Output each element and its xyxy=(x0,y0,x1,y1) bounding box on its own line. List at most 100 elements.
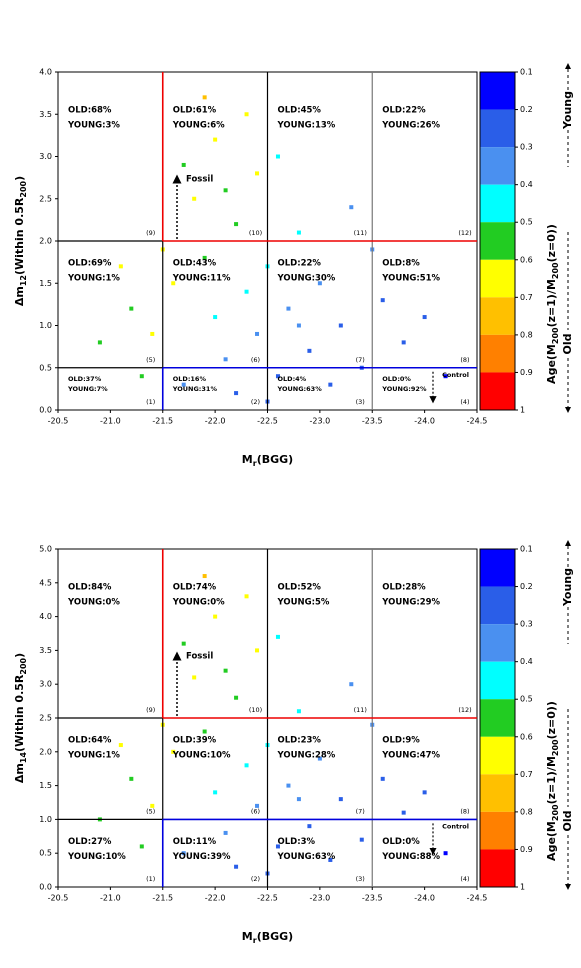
point xyxy=(328,382,333,387)
y-axis-label: Δm14(Within 0.5R200) xyxy=(13,653,28,783)
x-tick-label: -22.5 xyxy=(257,894,278,903)
colorbar-band xyxy=(480,72,515,110)
region-old: OLD:37% xyxy=(68,375,102,383)
point xyxy=(380,298,385,303)
x-axis-label-part: r xyxy=(253,459,257,468)
point xyxy=(223,668,228,673)
point xyxy=(244,289,249,294)
region-id: (5) xyxy=(146,807,155,815)
point xyxy=(443,851,448,856)
x-axis-label: Mr(BGG) xyxy=(242,930,293,945)
region-young: YOUNG:88% xyxy=(381,852,440,862)
point xyxy=(275,634,280,639)
point xyxy=(213,790,218,795)
y-axis-label-part: 200 xyxy=(19,180,28,197)
colorbar-tick-label: 0.1 xyxy=(520,545,533,554)
colorbar-tick-label: 0.2 xyxy=(520,582,533,591)
point xyxy=(422,790,427,795)
region-old: OLD:4% xyxy=(278,375,307,383)
point xyxy=(223,357,228,362)
point xyxy=(296,230,301,235)
colorbar-tick-label: 0.3 xyxy=(520,143,533,152)
colorbar-tick-label: 1 xyxy=(520,883,525,892)
y-axis-label-part: Δm xyxy=(13,286,26,306)
region-id: (4) xyxy=(460,875,469,883)
colorbar-tick-label: 0.2 xyxy=(520,105,533,114)
region-old: OLD:68% xyxy=(68,106,112,116)
x-tick-label: -20.5 xyxy=(48,417,69,426)
region-id: (1) xyxy=(146,875,155,883)
region-young: YOUNG:51% xyxy=(381,274,440,284)
colorbar-tick-label: 0.9 xyxy=(520,845,533,854)
point xyxy=(213,137,218,142)
y-tick-label: 0.0 xyxy=(39,406,52,415)
region-id: (3) xyxy=(356,398,365,406)
point xyxy=(307,348,312,353)
y-tick-label: 4.0 xyxy=(39,612,52,621)
colorbar-label-part: Age(M xyxy=(545,344,558,384)
young-label: Young xyxy=(561,568,574,607)
point xyxy=(317,756,322,761)
point xyxy=(192,196,197,201)
colorbar-label-part: 200 xyxy=(551,262,560,279)
region-young: YOUNG:11% xyxy=(172,274,231,284)
x-tick-label: -21.0 xyxy=(100,417,121,426)
x-tick-label: -23.5 xyxy=(362,417,383,426)
colorbar-band xyxy=(480,586,515,625)
region-young: YOUNG:63% xyxy=(277,385,323,393)
fossil-label: Fossil xyxy=(186,175,213,185)
region-young: YOUNG:29% xyxy=(381,598,440,608)
point xyxy=(202,574,207,579)
control-label: Control xyxy=(442,822,469,830)
region-young: YOUNG:1% xyxy=(67,751,120,761)
colorbar-tick-label: 0.3 xyxy=(520,620,533,629)
colorbar-band xyxy=(480,549,515,587)
region-young: YOUNG:1% xyxy=(67,274,120,284)
region-young: YOUNG:0% xyxy=(67,598,120,608)
colorbar-label-part: 200 xyxy=(551,804,560,821)
y-axis-label-part: 14 xyxy=(19,752,28,764)
colorbar-tick-label: 0.1 xyxy=(520,68,533,77)
region-id: (3) xyxy=(356,875,365,883)
point xyxy=(150,331,155,336)
region-id: (10) xyxy=(249,706,262,714)
y-axis-label-part: Δm xyxy=(13,763,26,783)
colorbar-label: Age(M200(z=1)/M200(z=0)) xyxy=(545,701,560,861)
colorbar-frame xyxy=(479,71,516,411)
point xyxy=(171,749,176,754)
region-id: (8) xyxy=(460,356,469,364)
region-old: OLD:74% xyxy=(173,583,217,593)
x-tick-label: -23.0 xyxy=(310,417,331,426)
colorbar-band xyxy=(480,811,515,850)
colorbar-band xyxy=(480,774,515,812)
region-id: (12) xyxy=(458,706,471,714)
colorbar-tick-label: 0.8 xyxy=(520,330,533,339)
point xyxy=(202,729,207,734)
point xyxy=(202,255,207,260)
colorbar-tick-label: 0.6 xyxy=(520,732,533,741)
x-tick-label: -21.5 xyxy=(152,417,173,426)
colorbar-band xyxy=(480,372,515,410)
point xyxy=(244,112,249,117)
point xyxy=(338,797,343,802)
x-tick-label: -23.0 xyxy=(310,894,331,903)
region-young: YOUNG:3% xyxy=(67,121,120,131)
colorbar-label-part: (z=0)) xyxy=(545,224,558,262)
colorbar-tick-label: 0.7 xyxy=(520,770,533,779)
region-old: OLD:16% xyxy=(173,375,207,383)
point xyxy=(244,763,249,768)
point xyxy=(129,306,134,311)
point xyxy=(171,281,176,286)
x-axis-label-part: M xyxy=(242,453,253,466)
y-axis-label-part: (Within 0.5R xyxy=(13,674,26,752)
region-old: OLD:23% xyxy=(278,736,322,746)
region-id: (4) xyxy=(460,398,469,406)
region-old: OLD:52% xyxy=(278,583,322,593)
region-young: YOUNG:92% xyxy=(381,385,427,393)
region-id: (2) xyxy=(251,875,260,883)
region-old: OLD:61% xyxy=(173,106,217,116)
y-tick-label: 1.0 xyxy=(39,815,52,824)
point xyxy=(244,594,249,599)
point xyxy=(349,205,354,210)
